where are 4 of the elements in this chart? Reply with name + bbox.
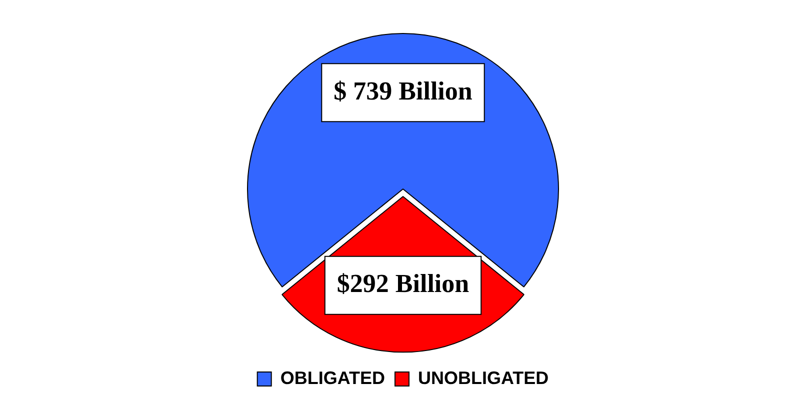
legend-label: UNOBLIGATED (418, 368, 549, 388)
data-label: $292 Billion (336, 269, 470, 298)
legend-label: OBLIGATED (280, 368, 386, 388)
data-label: $ 739 Billion (334, 76, 473, 106)
